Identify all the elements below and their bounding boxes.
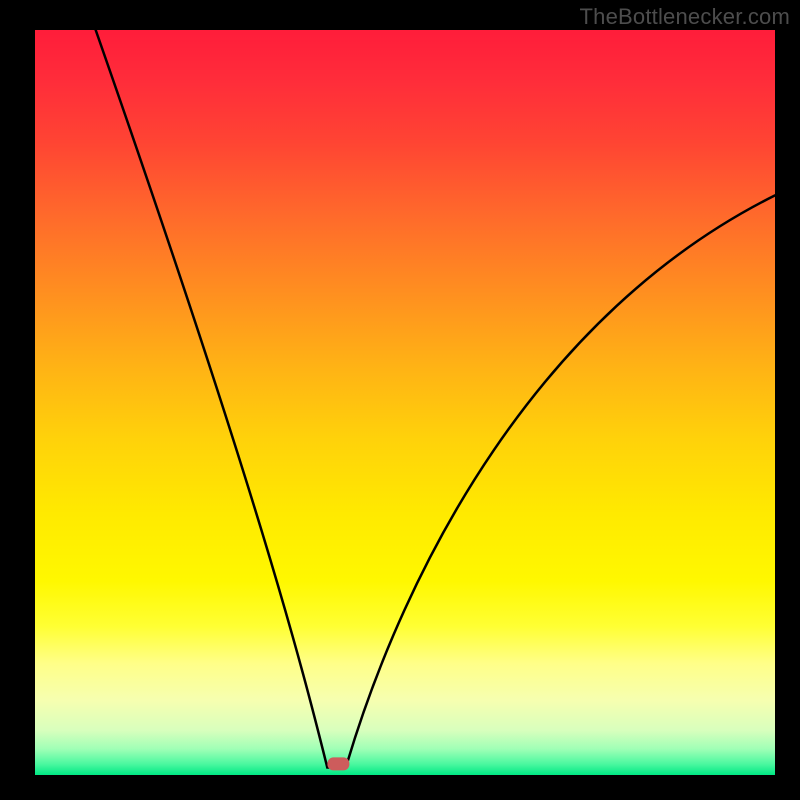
chart-frame: TheBottlenecker.com bbox=[0, 0, 800, 800]
watermark-text: TheBottlenecker.com bbox=[580, 4, 790, 30]
optimum-marker bbox=[327, 757, 349, 770]
bottleneck-chart bbox=[0, 0, 800, 800]
gradient-background bbox=[35, 30, 775, 775]
